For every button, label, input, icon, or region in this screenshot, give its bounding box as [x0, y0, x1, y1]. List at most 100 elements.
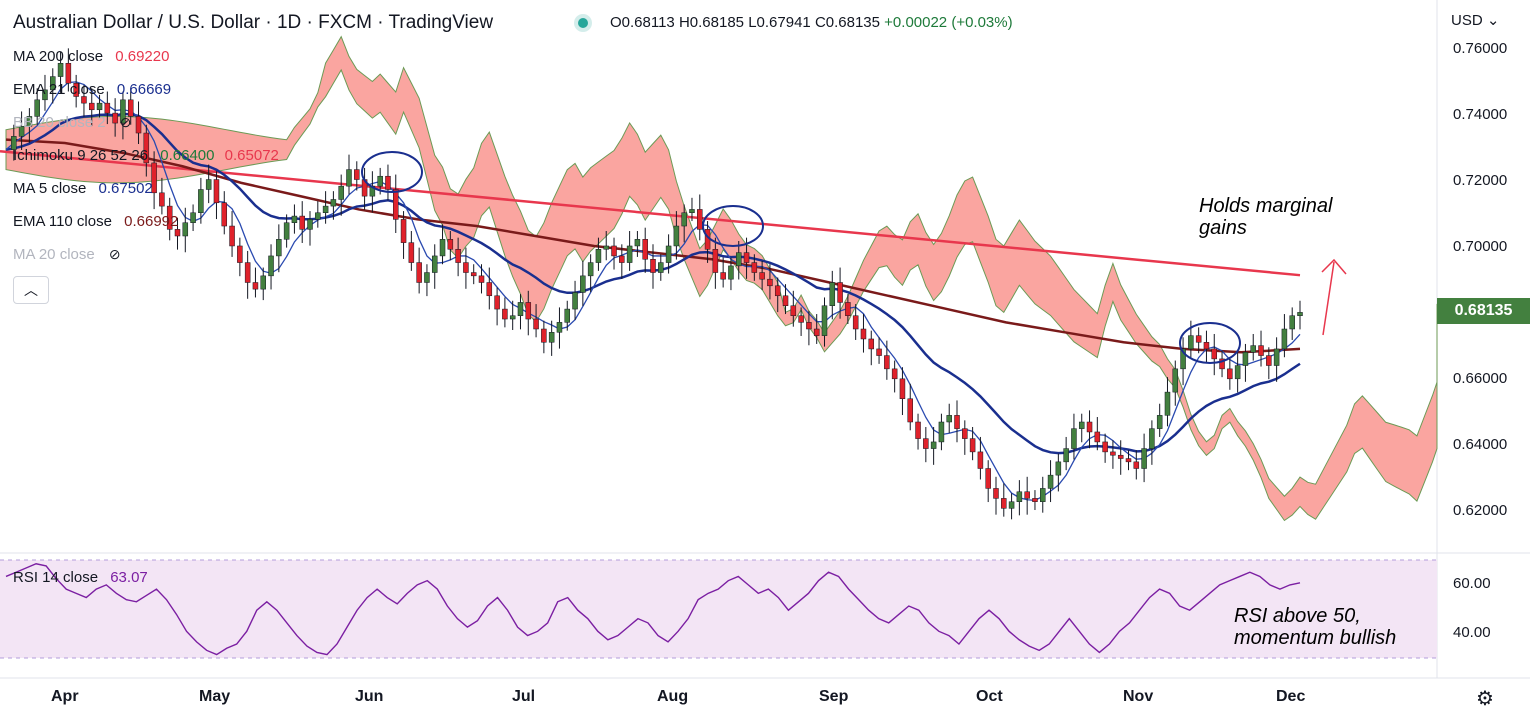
legend-ichimoku-name: Ichimoku 9 26 52 26: [13, 147, 149, 164]
candle-body: [354, 169, 360, 180]
month-label: Aug: [657, 688, 689, 705]
candle-body: [1195, 335, 1202, 343]
candle-body: [190, 212, 196, 223]
legend-ema21-value: 0.66669: [116, 81, 172, 98]
candle-body: [556, 322, 563, 333]
candle-body: [88, 102, 95, 111]
candle-body: [502, 308, 508, 320]
month-label: Dec: [1276, 688, 1306, 705]
collapse-legend-button[interactable]: ︿: [13, 276, 49, 304]
annotation-line: RSI above 50,: [1234, 605, 1361, 627]
candle-body: [712, 249, 719, 273]
candle-body: [798, 315, 804, 323]
close-value: C0.68135: [814, 14, 880, 31]
candle-body: [790, 305, 797, 316]
candle-body: [1078, 421, 1085, 429]
legend-ma5[interactable]: MA 5 close 0.67502: [13, 180, 153, 197]
candle-body: [447, 239, 454, 250]
candle-body: [268, 255, 274, 277]
legend-ma20[interactable]: MA 20 close ⊘: [13, 246, 121, 263]
open-value: O0.68113: [610, 14, 675, 31]
candle-body: [619, 255, 625, 263]
candle-body: [681, 212, 687, 227]
month-label: Jul: [512, 688, 536, 705]
candle-body: [813, 328, 820, 336]
candle-body: [572, 292, 578, 310]
candle-body: [431, 255, 438, 273]
candle-body: [151, 162, 157, 194]
candle-body: [1219, 358, 1225, 370]
candle-body: [393, 189, 399, 220]
candle-body: [276, 239, 282, 257]
ichimoku-cloud: [5, 35, 1438, 522]
legend-ichimoku-value2: 0.65072: [224, 147, 279, 164]
candle-body: [213, 179, 220, 204]
candle-body: [1203, 342, 1210, 350]
last-price-badge: 0.68135: [1437, 298, 1530, 324]
candle-body: [400, 219, 407, 243]
candle-body: [42, 89, 48, 101]
candle-body: [174, 229, 181, 237]
legend-ma20-name: MA 20 close: [13, 246, 95, 263]
currency-selector[interactable]: USD ⌄: [1451, 12, 1500, 29]
legend-ema21[interactable]: EMA 21 close 0.66669: [13, 81, 171, 98]
candle-body: [977, 451, 984, 469]
candle-body: [1211, 348, 1218, 360]
candle-body: [1164, 391, 1171, 416]
candle-body: [1001, 498, 1007, 509]
candle-body: [1040, 488, 1046, 502]
legend-rsi-name: RSI 14 close: [13, 569, 99, 586]
candle-body: [1273, 348, 1280, 366]
legend-ema21-name: EMA 21 close: [13, 81, 105, 98]
candle-body: [1047, 474, 1054, 489]
candle-body: [1008, 501, 1015, 509]
legend-bb[interactable]: BB 20 close 2 ⊘: [13, 114, 131, 131]
candle-body: [1032, 498, 1038, 502]
candle-body: [1071, 428, 1077, 449]
candle-body: [424, 272, 430, 283]
candle-body: [135, 116, 142, 134]
candle-body: [1125, 458, 1132, 463]
annotation-line: gains: [1199, 217, 1247, 239]
candle-body: [470, 272, 477, 277]
candle-body: [1117, 454, 1124, 459]
rsi-tick: 40.00: [1453, 624, 1491, 641]
candle-body: [260, 275, 266, 290]
candle-body: [1242, 352, 1249, 366]
candle-body: [346, 169, 352, 187]
month-label: Oct: [976, 688, 1003, 705]
price-tick: 0.64000: [1453, 436, 1508, 453]
candle-body: [954, 415, 960, 429]
candle-body: [806, 322, 812, 330]
candle-body: [1149, 428, 1155, 449]
candle-body: [120, 99, 126, 124]
hidden-eye-icon[interactable]: ⊘: [119, 114, 132, 130]
hidden-eye-icon[interactable]: ⊘: [108, 246, 121, 262]
chart-title: Australian Dollar / U.S. Dollar · 1D · F…: [13, 12, 494, 33]
legend-ichimoku[interactable]: Ichimoku 9 26 52 26 0.66400 0.65072: [13, 147, 279, 164]
candle-body: [439, 239, 446, 257]
candle-body: [205, 179, 212, 190]
candle-body: [634, 239, 641, 247]
candle-body: [73, 82, 79, 97]
settings-gear-icon[interactable]: ⚙: [1476, 688, 1494, 710]
candle-body: [283, 222, 290, 240]
candle-body: [252, 282, 259, 290]
candle-body: [377, 175, 383, 187]
annotation-line: momentum bullish: [1234, 627, 1397, 649]
annotation-arrow: [1322, 261, 1335, 336]
candle-body: [322, 205, 329, 214]
legend-rsi[interactable]: RSI 14 close 63.07: [13, 569, 148, 586]
legend-ma200[interactable]: MA 200 close 0.69220: [13, 48, 169, 65]
candle-body: [1227, 368, 1233, 380]
candle-body: [338, 185, 344, 200]
candle-body: [665, 245, 672, 263]
legend-rsi-value: 63.07: [110, 569, 148, 586]
candle-body: [1024, 491, 1030, 499]
annotation-holds-gains: Holds marginal gains: [1199, 195, 1332, 239]
legend-ema110[interactable]: EMA 110 close 0.66992: [13, 213, 178, 230]
highlight-ellipse: [1179, 322, 1241, 364]
candle-body: [517, 302, 524, 316]
candle-body: [509, 315, 516, 320]
candle-body: [143, 132, 150, 164]
